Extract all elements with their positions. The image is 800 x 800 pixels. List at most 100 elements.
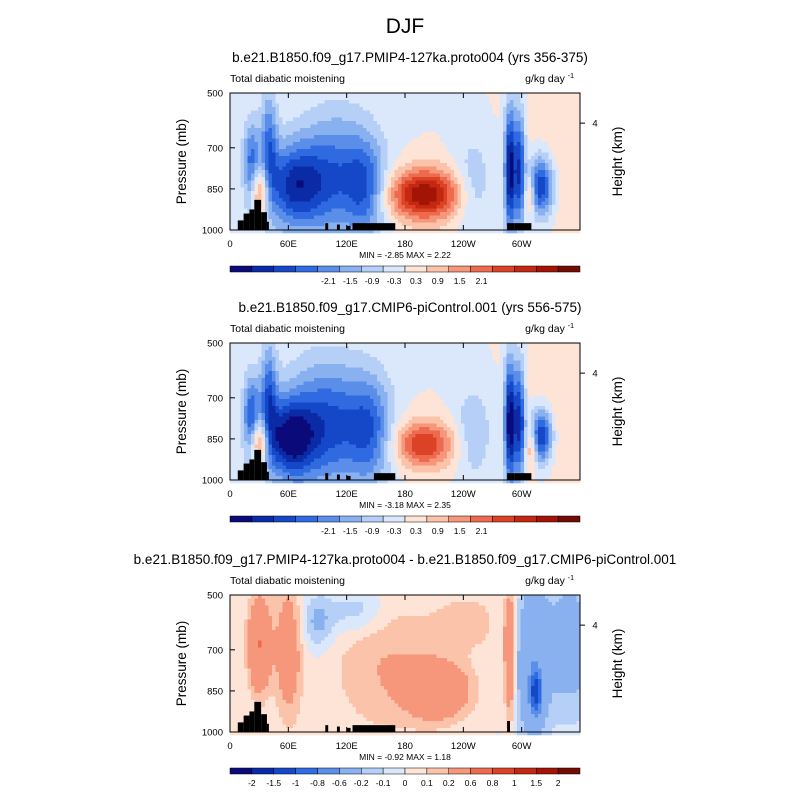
field-cell xyxy=(552,107,556,111)
field-cell xyxy=(527,142,532,146)
field-cell xyxy=(251,367,255,372)
field-cell xyxy=(443,201,448,206)
field-cell xyxy=(370,208,374,213)
field-cell xyxy=(443,135,448,139)
field-cell xyxy=(303,458,308,463)
field-cell xyxy=(496,121,500,125)
field-cell xyxy=(394,93,399,97)
field-cell xyxy=(457,110,462,115)
field-cell xyxy=(492,222,497,227)
field-cell xyxy=(296,100,301,104)
field-cell xyxy=(237,166,241,171)
field-cell xyxy=(380,170,385,174)
field-cell xyxy=(408,114,413,118)
field-cell xyxy=(566,142,570,146)
field-cell xyxy=(293,455,297,459)
field-cell xyxy=(366,191,371,195)
field-cell xyxy=(569,194,574,199)
field-cell xyxy=(282,388,287,393)
field-cell xyxy=(370,180,374,185)
field-cell xyxy=(366,142,371,146)
field-cell xyxy=(457,138,462,143)
field-cell xyxy=(293,402,297,407)
field-cell xyxy=(545,180,549,185)
field-cell xyxy=(408,222,413,227)
field-cell xyxy=(538,212,542,216)
field-cell xyxy=(548,124,553,129)
field-cell xyxy=(377,163,381,167)
field-cell xyxy=(335,156,339,160)
field-cell xyxy=(576,177,581,181)
field-cell xyxy=(373,131,378,136)
field-cell xyxy=(279,420,283,424)
field-cell xyxy=(429,215,434,220)
field-cell xyxy=(307,388,311,393)
field-cell xyxy=(499,96,504,101)
field-cell xyxy=(562,163,567,167)
field-cell xyxy=(489,219,493,223)
field-cell xyxy=(230,198,234,202)
field-cell xyxy=(286,219,290,223)
field-cell xyxy=(286,145,290,150)
field-cell xyxy=(478,194,483,199)
field-cell xyxy=(335,212,339,216)
field-cell xyxy=(296,378,301,382)
field-cell xyxy=(370,142,374,146)
field-cell xyxy=(279,191,283,195)
field-cell xyxy=(440,212,444,216)
field-cell xyxy=(545,96,549,101)
field-cell xyxy=(275,187,280,192)
field-cell xyxy=(373,191,378,195)
field-cell xyxy=(471,215,476,220)
field-cell xyxy=(440,107,444,111)
field-cell xyxy=(419,205,423,209)
field-cell xyxy=(233,479,238,484)
field-cell xyxy=(415,93,420,97)
field-cell xyxy=(576,180,581,185)
field-cell xyxy=(300,187,304,192)
field-cell xyxy=(247,149,252,153)
field-cell xyxy=(279,430,283,435)
field-cell xyxy=(279,367,283,372)
field-cell xyxy=(510,156,514,160)
field-cell xyxy=(265,110,269,115)
field-cell xyxy=(573,110,577,115)
field-cell xyxy=(391,138,395,143)
field-cell xyxy=(265,131,269,136)
field-cell xyxy=(286,434,290,438)
field-cell xyxy=(289,430,294,435)
field-cell xyxy=(555,156,560,160)
field-cell xyxy=(387,93,392,97)
field-cell xyxy=(237,388,241,393)
field-cell xyxy=(275,423,280,428)
field-cell xyxy=(338,100,343,104)
field-cell xyxy=(296,138,301,143)
field-cell xyxy=(524,142,528,146)
field-cell xyxy=(426,96,430,101)
field-cell xyxy=(489,194,493,199)
field-cell xyxy=(545,124,549,129)
field-cell xyxy=(279,381,283,386)
field-cell xyxy=(394,121,399,125)
field-cell xyxy=(272,222,276,227)
colorbar-swatch xyxy=(339,265,362,273)
field-cell xyxy=(569,149,574,153)
field-cell xyxy=(282,392,287,396)
field-cell xyxy=(366,103,371,108)
field-cell xyxy=(552,114,556,118)
field-cell xyxy=(268,448,273,452)
field-cell xyxy=(251,430,255,435)
field-cell xyxy=(296,413,301,417)
field-cell xyxy=(555,222,560,227)
field-cell xyxy=(265,208,269,213)
field-cell xyxy=(286,409,290,414)
field-cell xyxy=(394,110,399,115)
field-cell xyxy=(457,219,462,223)
field-cell xyxy=(503,159,507,164)
field-cell xyxy=(401,107,406,111)
field-cell xyxy=(545,229,549,234)
field-cell xyxy=(237,142,241,146)
field-cell xyxy=(345,166,350,171)
field-cell xyxy=(366,156,371,160)
field-cell xyxy=(254,346,259,351)
